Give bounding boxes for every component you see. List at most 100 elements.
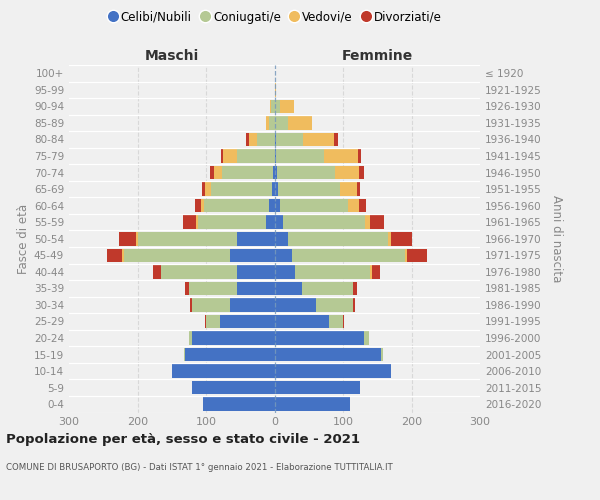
Bar <box>275 232 288 245</box>
Bar <box>335 166 359 179</box>
Bar <box>230 298 275 312</box>
Bar <box>266 116 269 130</box>
Bar <box>370 216 384 229</box>
Bar <box>211 182 272 196</box>
Bar <box>324 149 358 163</box>
Bar <box>388 232 391 245</box>
Bar <box>203 398 275 411</box>
Bar <box>196 216 198 229</box>
Bar <box>275 216 283 229</box>
Bar <box>204 199 269 212</box>
Bar <box>404 248 407 262</box>
Bar <box>136 232 137 245</box>
Bar <box>292 248 404 262</box>
Bar <box>275 100 280 113</box>
Bar <box>269 199 275 212</box>
Bar <box>269 116 275 130</box>
Bar <box>272 182 275 196</box>
Bar <box>193 332 275 345</box>
Bar <box>275 314 329 328</box>
Bar <box>353 298 355 312</box>
Y-axis label: Anni di nascita: Anni di nascita <box>550 195 563 282</box>
Bar <box>202 182 205 196</box>
Legend: Celibi/Nubili, Coniugati/e, Vedovi/e, Divorziati/e: Celibi/Nubili, Coniugati/e, Vedovi/e, Di… <box>106 6 446 28</box>
Bar <box>222 166 273 179</box>
Bar <box>237 265 275 278</box>
Bar <box>195 199 200 212</box>
Bar <box>358 149 361 163</box>
Bar <box>370 265 372 278</box>
Bar <box>343 314 344 328</box>
Bar <box>193 381 275 394</box>
Bar <box>275 332 364 345</box>
Bar <box>206 314 220 328</box>
Bar <box>184 348 185 362</box>
Bar <box>280 199 349 212</box>
Bar <box>205 182 211 196</box>
Bar <box>295 265 370 278</box>
Bar <box>246 132 249 146</box>
Bar <box>273 166 275 179</box>
Bar <box>278 182 340 196</box>
Bar <box>210 166 214 179</box>
Bar <box>275 83 276 96</box>
Bar <box>275 265 295 278</box>
Bar <box>237 232 275 245</box>
Bar <box>302 282 353 295</box>
Bar <box>107 248 122 262</box>
Bar <box>172 364 275 378</box>
Bar <box>275 381 360 394</box>
Text: Maschi: Maschi <box>145 48 199 62</box>
Bar <box>221 149 223 163</box>
Bar <box>161 265 237 278</box>
Bar <box>276 149 324 163</box>
Bar <box>275 248 292 262</box>
Bar <box>185 282 189 295</box>
Bar <box>275 282 302 295</box>
Bar <box>230 248 275 262</box>
Text: COMUNE DI BRUSAPORTO (BG) - Dati ISTAT 1° gennaio 2021 - Elaborazione TUTTITALIA: COMUNE DI BRUSAPORTO (BG) - Dati ISTAT 1… <box>6 462 393 471</box>
Bar <box>391 232 412 245</box>
Bar <box>220 314 275 328</box>
Bar <box>257 132 275 146</box>
Bar <box>189 332 193 345</box>
Bar <box>275 199 280 212</box>
Bar <box>277 166 335 179</box>
Y-axis label: Fasce di età: Fasce di età <box>17 204 30 274</box>
Bar <box>214 166 222 179</box>
Bar <box>316 298 353 312</box>
Bar <box>223 149 237 163</box>
Bar <box>334 132 338 146</box>
Bar <box>275 182 278 196</box>
Bar <box>372 265 380 278</box>
Bar <box>184 216 196 229</box>
Bar <box>276 132 303 146</box>
Bar <box>340 182 356 196</box>
Bar <box>249 132 257 146</box>
Bar <box>124 248 230 262</box>
Bar <box>192 298 230 312</box>
Bar <box>275 132 276 146</box>
Bar <box>359 166 364 179</box>
Text: Femmine: Femmine <box>341 48 413 62</box>
Text: Popolazione per età, sesso e stato civile - 2021: Popolazione per età, sesso e stato civil… <box>6 432 360 446</box>
Bar <box>407 248 427 262</box>
Bar <box>237 149 275 163</box>
Bar <box>349 199 359 212</box>
Bar <box>137 232 237 245</box>
Bar <box>329 314 343 328</box>
Bar <box>198 216 266 229</box>
Bar <box>270 100 271 113</box>
Bar <box>359 199 365 212</box>
Bar <box>275 116 288 130</box>
Bar <box>380 348 383 362</box>
Bar <box>275 398 350 411</box>
Bar <box>353 282 356 295</box>
Bar <box>119 232 136 245</box>
Bar <box>303 132 334 146</box>
Bar <box>153 265 161 278</box>
Bar <box>185 348 275 362</box>
Bar <box>190 298 193 312</box>
Bar <box>275 149 276 163</box>
Bar <box>275 364 391 378</box>
